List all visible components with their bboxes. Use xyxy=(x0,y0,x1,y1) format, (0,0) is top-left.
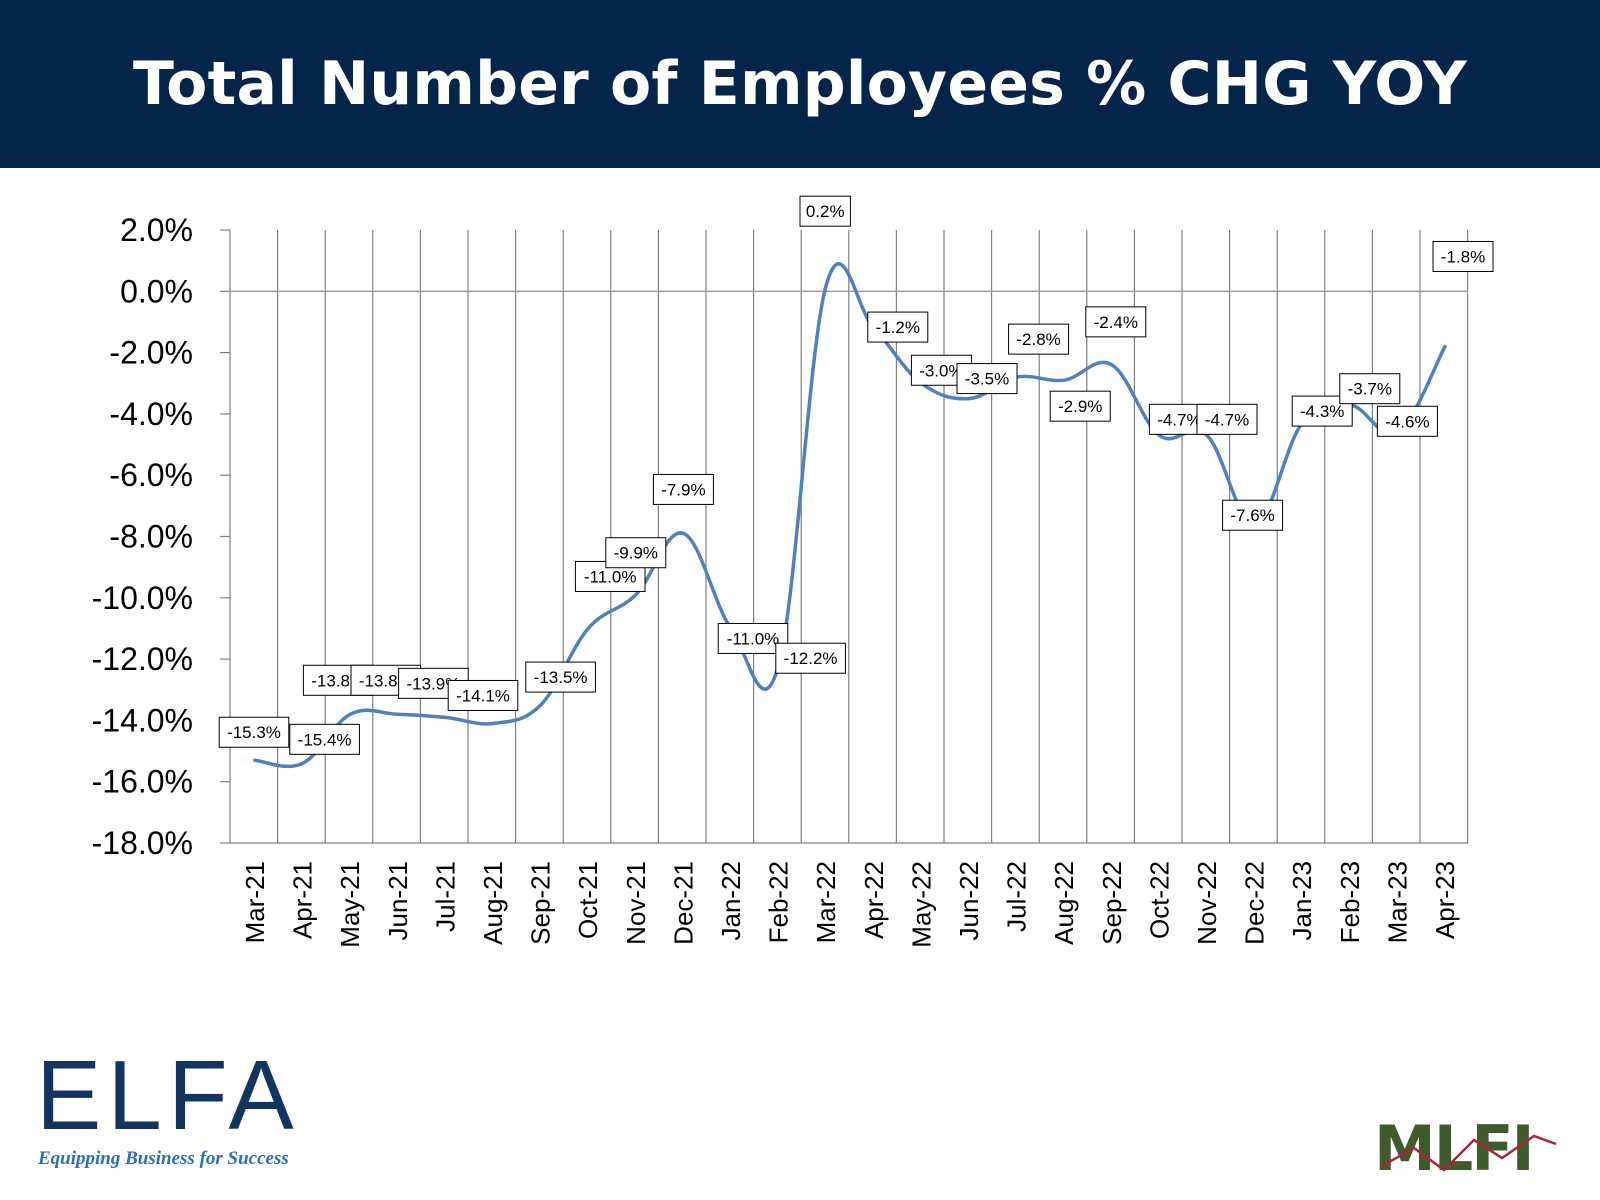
line-chart: 2.0% 0.0% -2.0% -4.0% -6.0% -8.0% -10.0% -12.0%… xyxy=(92,195,1494,948)
data-label: -3.7% xyxy=(1348,380,1392,399)
data-label-box xyxy=(447,679,519,711)
data-label: -15.4% xyxy=(298,730,352,749)
mlfi-trend-icon xyxy=(1381,1134,1557,1172)
data-label-box xyxy=(525,661,596,693)
x-tick-label: Apr-22 xyxy=(859,861,889,939)
data-label: -13.5% xyxy=(534,668,588,687)
x-axis-ticks: Mar-21 Apr-21 May-21 Jun-21 Jul-21 Aug-21 Sep-… xyxy=(240,861,1460,948)
mlfi-logo: MLFI xyxy=(1374,1118,1564,1188)
data-label-box xyxy=(867,311,929,343)
x-tick-label: May-22 xyxy=(906,861,936,948)
x-tick-label: Nov-22 xyxy=(1192,861,1222,945)
data-label: -7.6% xyxy=(1230,506,1274,525)
data-label-box xyxy=(956,363,1018,395)
data-label: -4.6% xyxy=(1385,412,1429,431)
x-tick-label: Oct-22 xyxy=(1144,861,1174,939)
elfa-logo: ELFA Equipping Business for Success xyxy=(36,1046,346,1176)
data-label-box xyxy=(775,642,846,674)
x-tick-label: Feb-23 xyxy=(1335,861,1365,943)
data-label: -7.9% xyxy=(661,480,705,499)
data-label: 0.2% xyxy=(806,202,845,221)
x-tick-label: Jun-22 xyxy=(954,861,984,941)
y-tick-label: -14.0% xyxy=(92,702,193,738)
x-tick-label: Aug-22 xyxy=(1049,861,1079,945)
data-label: -4.7% xyxy=(1157,410,1201,429)
data-label-box xyxy=(1049,390,1111,422)
y-tick-label: -10.0% xyxy=(92,580,193,616)
x-tick-label: Mar-21 xyxy=(240,861,270,943)
x-tick-label: Nov-21 xyxy=(621,861,651,945)
data-label: -1.2% xyxy=(876,318,920,337)
x-tick-label: Jan-22 xyxy=(716,861,746,941)
x-tick-label: Aug-21 xyxy=(478,861,508,945)
x-tick-label: Sep-22 xyxy=(1097,861,1127,945)
y-tick-label: -18.0% xyxy=(92,825,193,861)
data-label: -2.9% xyxy=(1058,397,1102,416)
data-label-box xyxy=(218,716,290,748)
x-tick-label: Sep-21 xyxy=(526,861,556,945)
data-label-box xyxy=(605,537,667,569)
y-tick-label: 0.0% xyxy=(120,273,193,309)
x-tick-label: Jan-23 xyxy=(1287,861,1317,941)
y-axis-ticks: 2.0% 0.0% -2.0% -4.0% -6.0% -8.0% -10.0% -12.0%… xyxy=(92,212,193,861)
data-label-box xyxy=(799,195,851,227)
x-tick-label: Jul-21 xyxy=(430,861,460,932)
y-tick-label: -2.0% xyxy=(109,335,193,371)
data-label: -3.0% xyxy=(919,361,963,380)
y-tick-label: -6.0% xyxy=(109,457,193,493)
data-label-box xyxy=(1196,403,1258,435)
mlfi-logo-word: MLFI xyxy=(1374,1112,1535,1185)
data-label: -11.0% xyxy=(727,629,780,648)
data-label: -1.8% xyxy=(1441,247,1485,266)
data-label: -2.4% xyxy=(1094,313,1138,332)
data-label-box xyxy=(1376,405,1438,437)
x-tick-label: Feb-22 xyxy=(764,861,794,943)
data-label-box xyxy=(1085,306,1147,338)
y-tick-label: -8.0% xyxy=(109,519,193,555)
data-label-box xyxy=(1339,373,1401,405)
elfa-logo-word: ELFA xyxy=(36,1040,300,1150)
data-label: -4.3% xyxy=(1300,402,1344,421)
x-tick-label: Mar-23 xyxy=(1382,861,1412,943)
data-label: -2.8% xyxy=(1016,330,1060,349)
data-label: -14.1% xyxy=(456,686,510,705)
data-label: -9.9% xyxy=(614,544,658,563)
x-tick-label: Jul-22 xyxy=(1002,861,1032,932)
data-label-box xyxy=(1008,323,1070,355)
x-tick-label: Apr-21 xyxy=(288,861,318,939)
y-tick-label: -12.0% xyxy=(92,641,193,677)
x-tick-label: Dec-21 xyxy=(668,861,698,945)
data-label: -4.7% xyxy=(1205,410,1249,429)
data-label: -15.3% xyxy=(227,723,281,742)
data-label-box xyxy=(1222,499,1284,531)
y-tick-label: -4.0% xyxy=(109,396,193,432)
elfa-logo-tagline: Equipping Business for Success xyxy=(38,1148,289,1169)
header-banner: Total Number of Employees % CHG YOY xyxy=(0,0,1600,168)
data-label: -13.9% xyxy=(406,674,460,693)
x-tick-label: Dec-22 xyxy=(1240,861,1270,945)
x-tick-label: May-21 xyxy=(335,861,365,948)
data-label: -12.2% xyxy=(784,649,838,668)
data-label-box xyxy=(652,473,714,505)
data-label: -11.0% xyxy=(584,567,637,586)
y-tick-label: -16.0% xyxy=(92,764,193,800)
data-label-box xyxy=(289,723,360,755)
chart-title: Total Number of Employees % CHG YOY xyxy=(133,49,1467,119)
x-tick-label: Mar-22 xyxy=(811,861,841,943)
x-tick-label: Oct-21 xyxy=(573,861,603,939)
grid-layer xyxy=(220,229,1469,844)
data-label: -3.5% xyxy=(965,370,1009,389)
x-tick-label: Apr-23 xyxy=(1430,861,1460,939)
data-label-box xyxy=(1432,240,1494,272)
y-tick-label: 2.0% xyxy=(120,212,193,248)
x-tick-label: Jun-21 xyxy=(383,861,413,941)
data-labels: -15.3% -15.4%-13.8%-13.8%-13.9%-14.1%-13.… xyxy=(218,195,1494,755)
